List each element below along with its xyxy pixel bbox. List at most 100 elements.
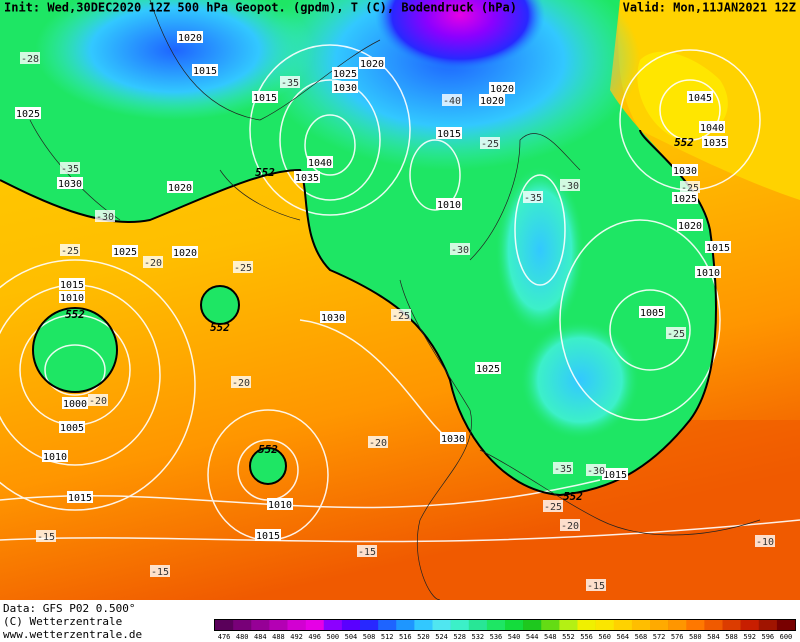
cut-off-low [250,448,286,484]
isobar-label: 1015 [603,470,627,481]
label-box [252,91,278,103]
label-box [95,210,115,222]
color-scale: 476 480 484 488 492 496 500 504 508 512 516 520 524 5… [214,619,796,641]
temperature-label: -25 [392,311,410,322]
label-box [368,436,388,448]
label-box [42,450,68,462]
scale-swatch [450,620,470,630]
isobar-label: 1010 [43,452,67,463]
label-box [255,529,281,541]
label-box [695,266,721,278]
scale-swatch [378,620,397,630]
scale-swatch [541,620,560,630]
scale-swatch [595,620,615,630]
label-box [705,241,731,253]
low-blue-west [35,0,315,120]
isobar-label: 1020 [173,248,197,259]
label-box [672,192,698,204]
label-box [560,179,580,191]
height-label: 552 [210,321,230,334]
temperature-label: -20 [369,438,387,449]
header-valid: Valid: Mon,11JAN2021 12Z [623,1,796,15]
scale-label: 508 [363,633,376,641]
scale-swatch [776,620,796,630]
temperature-label: -25 [544,502,562,513]
scale-swatch [523,620,542,630]
isobar-label: 1005 [640,308,664,319]
label-box [150,565,170,577]
isobar-label: 1040 [700,123,724,134]
label-box [320,311,346,323]
footer-copyright: (C) Wetterzentrale [3,615,122,628]
scale-swatch [505,620,524,630]
scale-swatch [341,620,361,630]
isobar-label: 1030 [321,313,345,324]
temperature-label: -25 [481,139,499,150]
isobar-label: 1025 [476,364,500,375]
label-box [357,545,377,557]
isobar-label: 1025 [673,194,697,205]
label-box [391,309,411,321]
temperature-label: -15 [358,547,376,558]
temperature-label: -15 [151,567,169,578]
label-box [479,94,505,106]
label-box [192,64,218,76]
scale-label: 592 [743,633,756,641]
temperature-label: -30 [96,212,114,223]
isobar-label: 1040 [308,158,332,169]
scale-swatch [287,620,306,630]
label-box [267,498,293,510]
label-box [59,278,85,290]
isobar-label: 1020 [678,221,702,232]
scale-label: 532 [471,633,484,641]
label-box [88,394,108,406]
label-box [602,468,628,480]
header-init: Init: Wed,30DEC2020 12Z 500 hPa Geopot. … [4,1,517,15]
label-box [59,421,85,433]
label-box [639,306,665,318]
scale-label: 496 [308,633,321,641]
scale-swatch [269,620,288,630]
temperature-label: -25 [667,329,685,340]
scale-label: 488 [272,633,285,641]
label-box [307,156,333,168]
temperature-label: -35 [61,164,79,175]
label-box [20,52,40,64]
isobar-label: 1020 [490,84,514,95]
isobar-label: 1020 [168,183,192,194]
isobar-label: 1015 [256,531,280,542]
scale-swatch [613,620,633,630]
label-box [60,162,80,174]
temperature-label: -25 [234,263,252,274]
temperature-label: -40 [443,96,461,107]
scale-swatch [251,620,270,630]
cut-off-low [201,286,239,324]
scale-swatch [396,620,415,630]
isobar-label: 1035 [295,173,319,184]
isobar-label: 1015 [706,243,730,254]
label-box [755,535,775,547]
temperature-label: -20 [561,521,579,532]
scale-label: 492 [290,633,303,641]
scale-label: 580 [689,633,702,641]
label-box [543,500,563,512]
scale-swatch [305,620,325,630]
scale-label: 512 [381,633,394,641]
temperature-label: -15 [37,532,55,543]
scale-label: 576 [671,633,684,641]
low-core [375,0,545,70]
label-box [672,164,698,176]
scale-swatch [432,620,451,630]
scale-swatch [360,620,379,630]
scale-swatch [577,620,596,630]
552-contour [0,129,717,497]
scale-label: 548 [544,633,557,641]
label-box [560,519,580,531]
map [0,0,800,600]
scale-label: 556 [580,633,593,641]
scale-label: 484 [254,633,267,641]
height-label: 552 [65,308,85,321]
label-box [586,464,606,476]
low-blue [260,0,640,170]
